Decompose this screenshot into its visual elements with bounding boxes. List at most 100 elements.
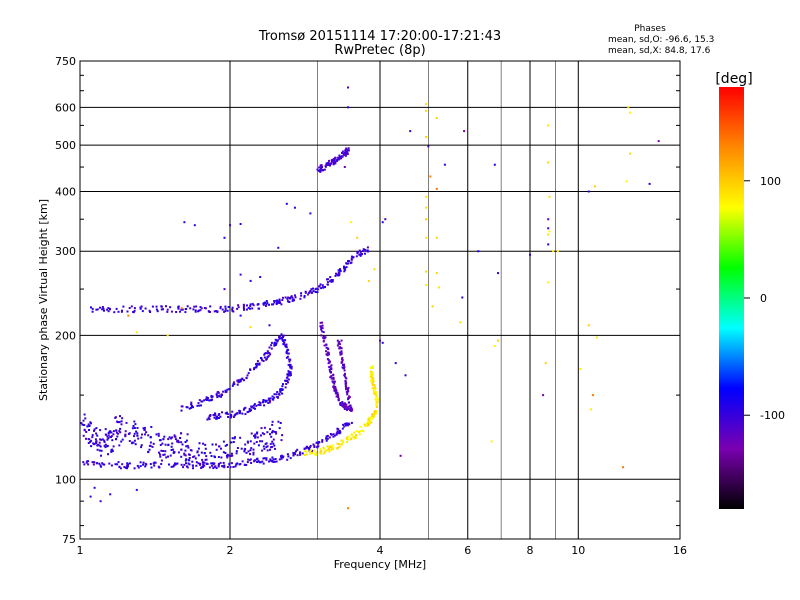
echo-point [289, 457, 292, 460]
echo-point [303, 447, 306, 450]
echo-point [185, 406, 188, 409]
echo-point [337, 399, 340, 402]
echo-point [223, 464, 226, 467]
echo-point [201, 461, 204, 464]
y-tick-label: 600 [55, 101, 76, 114]
echo-point [112, 430, 115, 433]
echo-point [339, 269, 342, 272]
echo-point [338, 443, 341, 446]
echo-point [151, 445, 154, 448]
echo-point [85, 461, 88, 464]
echo-point [205, 458, 208, 461]
echo-point [332, 158, 335, 160]
echo-point [88, 425, 91, 427]
echo-point [143, 428, 146, 431]
echo-point [176, 462, 179, 465]
echo-point [280, 439, 283, 442]
echo-point [192, 308, 195, 311]
echo-point [228, 388, 231, 390]
echo-point [215, 310, 217, 312]
echo-point [344, 268, 347, 271]
echo-point [326, 351, 329, 354]
echo-point [265, 358, 268, 361]
echo-point [100, 438, 103, 441]
echo-point [371, 377, 374, 379]
echo-point [291, 296, 294, 299]
echo-point [359, 251, 362, 254]
echo-point [269, 433, 271, 436]
echo-point [273, 341, 276, 344]
echo-point [274, 458, 277, 460]
echo-point [243, 463, 246, 466]
echo-point [90, 439, 93, 442]
echo-point [332, 381, 335, 384]
echo-point [341, 366, 344, 369]
echo-point [91, 436, 94, 439]
echo-point [212, 414, 215, 416]
echo-point [231, 437, 234, 440]
echo-point [249, 279, 252, 282]
echo-point [328, 450, 331, 453]
echo-point [125, 465, 128, 468]
echo-point [193, 305, 196, 308]
echo-point [354, 436, 357, 439]
echo-point [158, 451, 160, 454]
colorbar-tick-label: 100 [760, 175, 781, 188]
echo-point [529, 253, 531, 256]
echo-point [180, 307, 183, 310]
echo-point [265, 457, 268, 460]
echo-point [107, 432, 110, 434]
echo-point [224, 391, 227, 394]
echo-point [84, 417, 87, 420]
echo-point [217, 465, 220, 468]
echo-point [374, 394, 377, 396]
echo-point [227, 454, 230, 457]
echo-point [333, 159, 336, 162]
echo-point [83, 428, 86, 431]
echo-point [346, 388, 349, 391]
echo-point [100, 465, 102, 468]
echo-point [299, 297, 302, 300]
echo-point [425, 206, 428, 209]
echo-point [218, 417, 220, 419]
echo-point [332, 373, 335, 376]
echo-point [123, 466, 126, 469]
echo-point [282, 334, 285, 337]
echo-point [82, 419, 85, 422]
echo-point [547, 227, 550, 230]
echo-point [95, 308, 98, 311]
echo-point [254, 407, 256, 410]
echo-point [166, 310, 169, 313]
echo-point [319, 447, 322, 450]
echo-point [200, 466, 203, 469]
echo-point [341, 150, 344, 153]
echo-point [217, 391, 220, 394]
echo-point [180, 308, 183, 311]
echo-point [193, 224, 196, 227]
echo-point [288, 360, 291, 363]
echo-point [258, 363, 261, 366]
echo-point [259, 434, 262, 437]
echo-point [368, 417, 371, 420]
echo-point [334, 392, 337, 395]
echo-point [137, 466, 140, 469]
echo-point [345, 262, 348, 265]
echo-point [231, 384, 234, 387]
echo-point [128, 462, 131, 465]
echo-point [114, 463, 117, 466]
echo-point [324, 165, 327, 168]
echo-point [427, 145, 430, 148]
echo-point [308, 450, 311, 453]
echo-point [327, 359, 330, 361]
plot-frame [79, 60, 681, 540]
echo-point [368, 420, 371, 422]
echo-point [207, 416, 210, 419]
echo-point [318, 166, 321, 169]
echo-point [259, 404, 262, 407]
echo-point [188, 453, 190, 456]
echo-point [308, 448, 311, 450]
echo-point [330, 367, 333, 370]
echo-point [209, 305, 212, 308]
x-tick-label: 2 [227, 544, 234, 557]
colorbar [719, 87, 744, 509]
